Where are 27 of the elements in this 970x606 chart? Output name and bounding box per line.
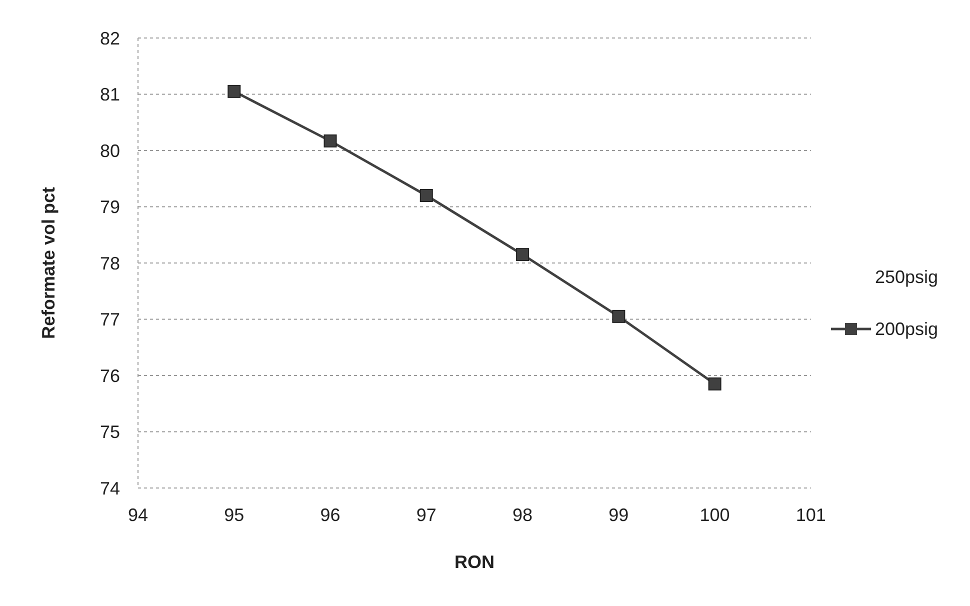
y-tick-label: 75 <box>100 422 120 442</box>
point <box>612 310 626 323</box>
y-tick-label: 76 <box>100 366 120 386</box>
point <box>324 134 337 148</box>
y-tick-label: 80 <box>100 140 120 161</box>
x-axis-title: RON <box>454 552 494 572</box>
y-tick-label: 78 <box>100 253 120 274</box>
y-tick-label: 74 <box>100 478 120 498</box>
x-tick-label: 96 <box>320 504 340 525</box>
x-tick-label: 95 <box>224 504 244 525</box>
y-tick-label: 81 <box>100 84 120 105</box>
x-tick-label: 94 <box>128 504 148 525</box>
y-tick-label: 82 <box>100 28 120 48</box>
point <box>708 377 722 390</box>
legend-label: 200psig <box>874 318 938 341</box>
x-tick-label: 101 <box>796 504 826 525</box>
point <box>516 248 530 262</box>
x-tick-label: 97 <box>416 504 436 525</box>
point <box>228 84 241 98</box>
text: 250psig <box>874 266 938 289</box>
x-tick-label: 99 <box>608 504 629 525</box>
x-tick-label: 98 <box>512 504 533 525</box>
point <box>420 189 433 202</box>
x-tick-label: 100 <box>700 504 730 525</box>
y-tick-label: 79 <box>100 197 120 218</box>
y-tick-label: 77 <box>100 310 120 330</box>
y-axis-title: Reformate vol pct <box>38 186 58 340</box>
